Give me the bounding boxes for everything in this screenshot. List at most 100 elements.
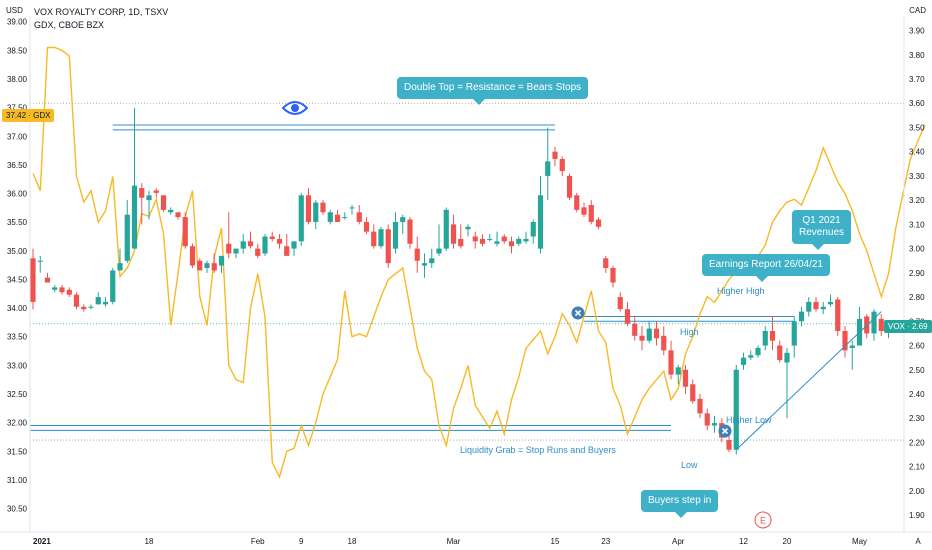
candle-body <box>704 413 710 426</box>
x-tick-label: May <box>852 537 867 546</box>
earnings-marker-icon[interactable]: E <box>754 511 772 534</box>
candle-body <box>197 260 203 271</box>
vox-candle <box>501 234 507 244</box>
vox-candle <box>479 234 486 247</box>
vox-candle <box>197 258 203 271</box>
vox-candle <box>175 212 181 220</box>
candle-body <box>349 207 355 209</box>
right-tick-label: 3.90 <box>909 27 925 36</box>
right-axis-unit: CAD <box>909 6 926 15</box>
candle-body <box>291 241 297 249</box>
gdx-line-layer <box>32 46 926 479</box>
candle-body <box>146 195 152 201</box>
vox-candle <box>313 200 319 230</box>
vox-candle <box>849 340 855 370</box>
candle-body <box>66 289 72 295</box>
x-tick-label: 20 <box>783 537 792 546</box>
vox-candle <box>617 292 623 312</box>
candle-body <box>407 219 413 244</box>
vox-candle <box>748 350 754 361</box>
vox-candle <box>755 345 761 358</box>
candle-body <box>777 345 783 361</box>
vox-candle <box>487 234 493 242</box>
vox-candle <box>697 394 703 419</box>
vox-candle <box>392 212 399 254</box>
close-circle-icon <box>718 424 732 443</box>
candle-body <box>52 287 58 290</box>
candle-body <box>508 241 515 247</box>
candle-body <box>835 299 841 331</box>
candle-body <box>748 355 754 358</box>
vox-candle <box>566 173 573 201</box>
candle-body <box>516 238 522 244</box>
chart-subtitle: GDX, CBOE BZX <box>34 20 105 30</box>
candle-body <box>472 236 478 242</box>
candle-body <box>653 328 660 339</box>
vox-candle <box>450 214 457 249</box>
vox-candle <box>610 265 616 288</box>
candle-body <box>646 328 652 341</box>
chart-title: VOX ROYALTY CORP, 1D, TSXV <box>34 7 169 17</box>
candle-body <box>102 301 109 305</box>
vox-candle <box>131 108 138 249</box>
candle-body <box>255 248 261 256</box>
candle-body <box>378 229 384 247</box>
vox-candle <box>516 236 522 247</box>
vox-candle <box>52 284 58 293</box>
trendline-layer <box>735 311 882 451</box>
vox-candle <box>704 408 710 431</box>
double-top-text: Double Top = Resistance = Bears Stops <box>404 82 582 93</box>
candle-body <box>458 238 464 247</box>
candle-body <box>465 226 471 230</box>
x-tick-label: 2021 <box>33 537 51 546</box>
vox-candle <box>878 314 884 336</box>
vox-candle <box>871 309 877 341</box>
left-tick-label: 34.00 <box>7 304 28 313</box>
candle-body <box>320 202 326 213</box>
gdx-series-line <box>32 46 926 479</box>
vox-candle <box>646 321 652 344</box>
candle-body <box>117 263 123 271</box>
vox-candle <box>856 306 863 346</box>
candle-body <box>733 369 739 450</box>
vox-candle <box>327 209 333 225</box>
vox-candle <box>530 219 536 244</box>
vox-candle <box>472 231 478 249</box>
candle-body <box>421 263 428 266</box>
candle-body <box>443 209 449 249</box>
horizontal-levels <box>30 102 904 441</box>
vox-candle <box>168 207 174 215</box>
candle-body <box>523 238 529 242</box>
candle-body <box>450 224 457 244</box>
candle-body <box>762 331 768 346</box>
liquidity-grab-label: Liquidity Grab = Stop Runs and Buyers <box>460 445 616 455</box>
candle-body <box>429 258 435 264</box>
vox-candle <box>385 224 391 268</box>
vox-candle <box>247 231 254 249</box>
vox-candle <box>226 212 232 259</box>
vox-candle <box>110 268 116 305</box>
x-tick-label: 9 <box>299 537 304 546</box>
vox-candle <box>508 236 515 254</box>
vox-candle <box>139 183 145 225</box>
vox-candle <box>632 316 638 341</box>
candle-body <box>806 301 812 312</box>
vox-candle <box>762 326 768 351</box>
vox-candle <box>291 241 297 256</box>
candle-body <box>218 255 225 266</box>
candle-body <box>247 241 254 247</box>
vox-candle <box>711 415 718 433</box>
q1-text: Q1 2021 <box>802 215 841 226</box>
candle-body <box>371 231 377 247</box>
vox-candle <box>494 231 500 247</box>
candle-body <box>755 347 761 356</box>
vox-candle <box>356 205 362 225</box>
left-tick-label: 37.50 <box>7 104 28 113</box>
x-tick-label: 23 <box>601 537 610 546</box>
x-tick-label: 18 <box>348 537 357 546</box>
candle-body <box>545 161 551 176</box>
vox-candle <box>588 200 594 225</box>
x-tick-label: Feb <box>251 537 265 546</box>
vox-candle <box>574 192 580 213</box>
